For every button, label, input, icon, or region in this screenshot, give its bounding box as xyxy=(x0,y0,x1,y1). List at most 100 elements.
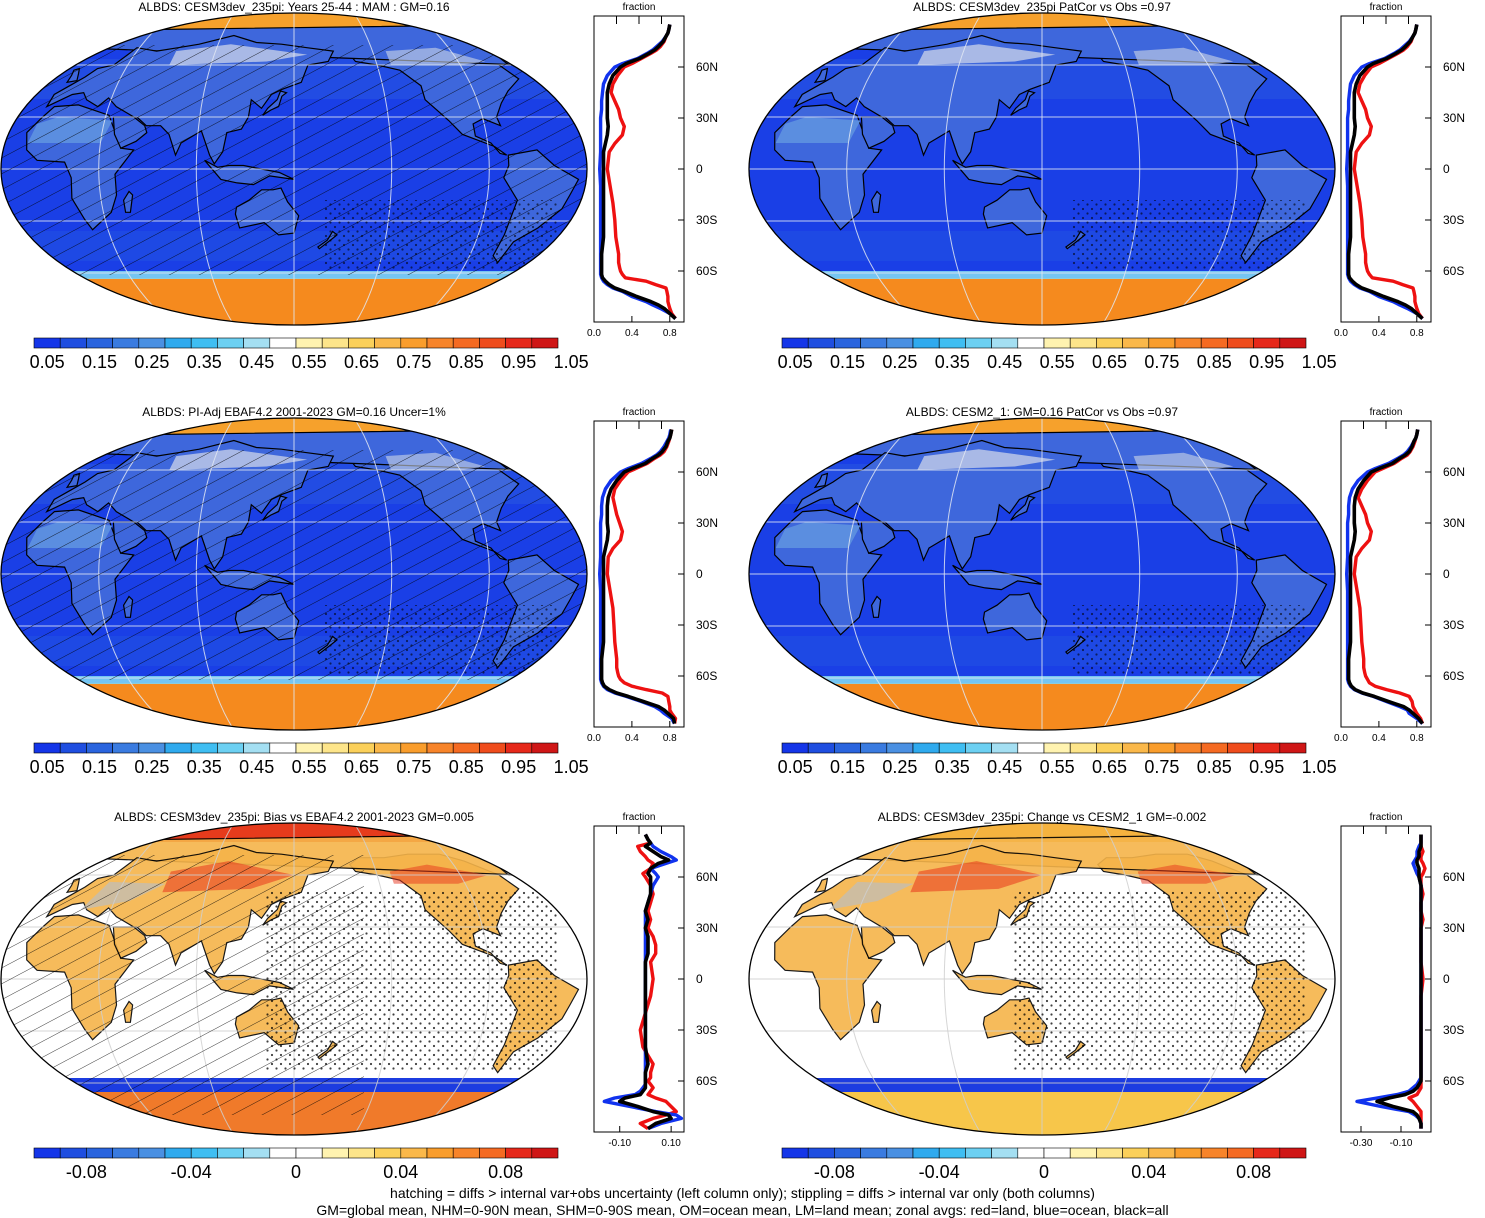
panel-1: ALBDS: CESM3dev_235pi: Years 25-44 : MAM… xyxy=(0,0,589,372)
colorbar-label: 0.08 xyxy=(488,1162,523,1182)
zonal-series-all xyxy=(1346,429,1424,725)
panel-title: ALBDS: CESM3dev_235pi: Bias vs EBAF4.2 2… xyxy=(114,810,474,824)
siberia-snow xyxy=(917,44,1056,65)
lat-label: 30N xyxy=(1443,921,1465,935)
panel-6: ALBDS: CESM3dev_235pi: Change vs CESM2_1… xyxy=(748,810,1336,1182)
colorbar-box xyxy=(217,742,244,754)
colorbar-label: 0.65 xyxy=(344,757,379,777)
colorbar-box xyxy=(348,742,375,754)
colorbar-box xyxy=(807,337,835,349)
colorbar-box xyxy=(138,742,166,754)
lat-label: 60N xyxy=(1443,870,1465,884)
colorbar-label: 1.05 xyxy=(554,757,589,777)
x-tick-label: 0.8 xyxy=(1410,733,1424,744)
colorbar-box xyxy=(1069,337,1097,349)
land-madagascar xyxy=(870,595,882,618)
colorbar-label: 0.25 xyxy=(882,352,917,372)
colorbar-label: 0.35 xyxy=(187,352,222,372)
zonal-plot-1: fraction 60N 30N 0 30S 60S 0.0 0.4 0.8 xyxy=(587,2,718,339)
colorbar-label: 0.55 xyxy=(1040,352,1075,372)
colorbar-box xyxy=(426,742,454,754)
colorbar-label: 0.85 xyxy=(1197,757,1232,777)
colorbar-box xyxy=(479,742,506,754)
colorbar-box xyxy=(374,1147,402,1159)
colorbar-box xyxy=(164,337,192,349)
colorbar-box xyxy=(138,337,166,349)
colorbar-label: 0.55 xyxy=(292,757,327,777)
colorbar-label: 0.05 xyxy=(778,352,813,372)
land-madagascar xyxy=(870,1000,882,1023)
map-outline xyxy=(0,822,588,1136)
colorbar-box xyxy=(1017,1147,1045,1159)
x-tick-label: 0.4 xyxy=(625,733,639,744)
x-tick-label: 0.0 xyxy=(1334,733,1348,744)
colorbar-box xyxy=(1200,1147,1228,1159)
sahara-patch xyxy=(775,117,861,143)
canada-diff xyxy=(389,864,488,884)
longitude-line xyxy=(1162,13,1238,325)
stippling-overlay xyxy=(1012,890,1306,1070)
zonal-series-all xyxy=(1346,24,1424,320)
colorbar-label: 0.55 xyxy=(1040,757,1075,777)
colorbar-box xyxy=(1200,337,1228,349)
longitude-line xyxy=(1101,418,1141,730)
zonal-plot-6: fraction 60N 30N 0 30S 60S -0.30 -0.10 xyxy=(1340,812,1465,1149)
lat-label: 0 xyxy=(1443,972,1450,986)
zonal-series-all xyxy=(599,24,677,320)
colorbar-box xyxy=(1069,742,1097,754)
siberia-diff xyxy=(910,861,1042,893)
colorbar-box xyxy=(479,1147,506,1159)
footnote-hatching: hatching = diffs > internal var+obs unce… xyxy=(390,1185,1095,1201)
colorbar-label: 0.05 xyxy=(30,352,65,372)
colorbar-box xyxy=(269,1147,297,1159)
zonal-series-land xyxy=(636,833,678,1131)
map-outline xyxy=(748,12,1336,326)
zonal-plot-3: fraction 60N 30N 0 30S 60S 0.0 0.4 0.8 xyxy=(587,407,718,744)
colorbar-box xyxy=(531,337,559,349)
colorbar-box xyxy=(531,742,559,754)
lat-label: 60N xyxy=(696,870,718,884)
colorbar-box xyxy=(59,337,87,349)
colorbar-box xyxy=(1174,1147,1202,1159)
colorbar-box xyxy=(991,337,1019,349)
colorbar-label: -0.04 xyxy=(171,1162,212,1182)
panel-title: ALBDS: PI-Adj EBAF4.2 2001-2023 GM=0.16 … xyxy=(142,405,446,419)
colorbar-box xyxy=(164,1147,192,1159)
x-tick-label: 0.10 xyxy=(661,1138,681,1149)
colorbar-box xyxy=(1096,337,1123,349)
x-tick-label: 0.8 xyxy=(663,328,677,339)
zonal-title: fraction xyxy=(623,407,656,418)
panel-title: ALBDS: CESM3dev_235pi: Years 25-44 : MAM… xyxy=(138,0,449,14)
colorbar-box xyxy=(1148,1147,1176,1159)
colorbar-box xyxy=(33,337,61,349)
colorbar-label: 0.04 xyxy=(383,1162,418,1182)
footnote-abbreviations: GM=global mean, NHM=0-90N mean, SHM=0-90… xyxy=(316,1202,1169,1218)
colorbar-box xyxy=(1043,337,1071,349)
canada-diff xyxy=(1137,864,1236,884)
colorbar-box xyxy=(348,1147,375,1159)
colorbar-label: 0.95 xyxy=(501,352,536,372)
x-tick-label: 0.0 xyxy=(587,328,601,339)
colorbar-box xyxy=(1122,337,1150,349)
zonal-title: fraction xyxy=(623,2,656,13)
colorbar-label: 0.45 xyxy=(987,757,1022,777)
colorbar-box xyxy=(886,742,914,754)
colorbar-box xyxy=(1279,742,1307,754)
lat-label: 30S xyxy=(696,618,717,632)
map-outline xyxy=(0,417,588,731)
land-arabia xyxy=(860,521,896,554)
colorbar-box xyxy=(886,1147,914,1159)
colorbar-box xyxy=(1017,742,1045,754)
colorbar-box xyxy=(505,742,533,754)
colorbar-label: 0.95 xyxy=(501,757,536,777)
colorbar-box xyxy=(452,337,480,349)
colorbar-label: 0.15 xyxy=(830,757,865,777)
colorbar-box xyxy=(807,742,835,754)
zonal-plot-5: fraction 60N 30N 0 30S 60S -0.10 0.10 xyxy=(593,812,718,1149)
lat-label: 30N xyxy=(696,516,718,530)
lat-label: 60S xyxy=(696,264,717,278)
x-tick-label: 0.4 xyxy=(625,328,639,339)
colorbar-box xyxy=(33,742,61,754)
lat-label: 30S xyxy=(1443,213,1464,227)
